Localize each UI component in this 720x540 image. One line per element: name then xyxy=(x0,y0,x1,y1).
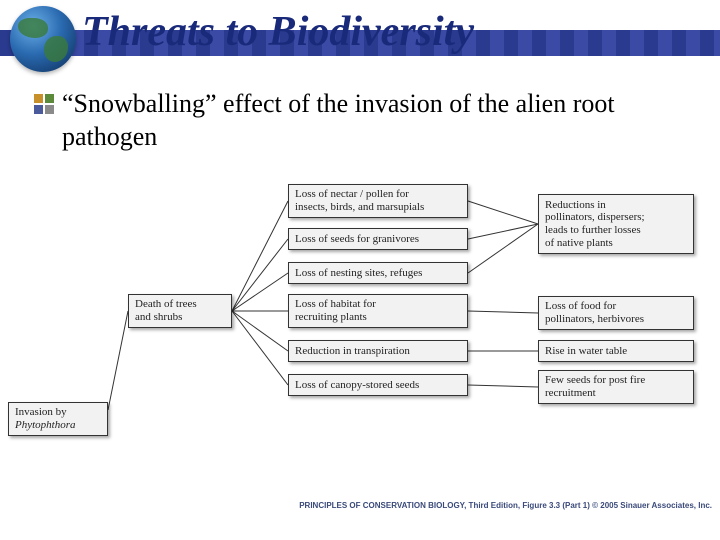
slide-header: Threats to Biodiversity xyxy=(0,0,720,78)
node-death: Death of treesand shrubs xyxy=(128,294,232,328)
node-food: Loss of food forpollinators, herbivores xyxy=(538,296,694,330)
node-nesting: Loss of nesting sites, refuges xyxy=(288,262,468,284)
node-postfire: Few seeds for post firerecruitment xyxy=(538,370,694,404)
slide-title: Threats to Biodiversity xyxy=(82,8,474,56)
node-canopy: Loss of canopy-stored seeds xyxy=(288,374,468,396)
figure-credit: PRINCIPLES OF CONSERVATION BIOLOGY, Thir… xyxy=(299,501,712,510)
flow-diagram: Invasion byPhytophthora Death of treesand… xyxy=(0,170,720,510)
node-seedsg: Loss of seeds for granivores xyxy=(288,228,468,250)
node-nectar: Loss of nectar / pollen forinsects, bird… xyxy=(288,184,468,218)
node-transp: Reduction in transpiration xyxy=(288,340,468,362)
bullet-row: “Snowballing” effect of the invasion of … xyxy=(34,88,662,153)
diamond-bullet-icon xyxy=(34,94,54,114)
globe-icon xyxy=(10,6,76,72)
node-habitat: Loss of habitat forrecruiting plants xyxy=(288,294,468,328)
node-pollin: Reductions inpollinators, dispersers;lea… xyxy=(538,194,694,254)
node-invasion: Invasion byPhytophthora xyxy=(8,402,108,436)
node-water: Rise in water table xyxy=(538,340,694,362)
bullet-text: “Snowballing” effect of the invasion of … xyxy=(62,88,662,153)
